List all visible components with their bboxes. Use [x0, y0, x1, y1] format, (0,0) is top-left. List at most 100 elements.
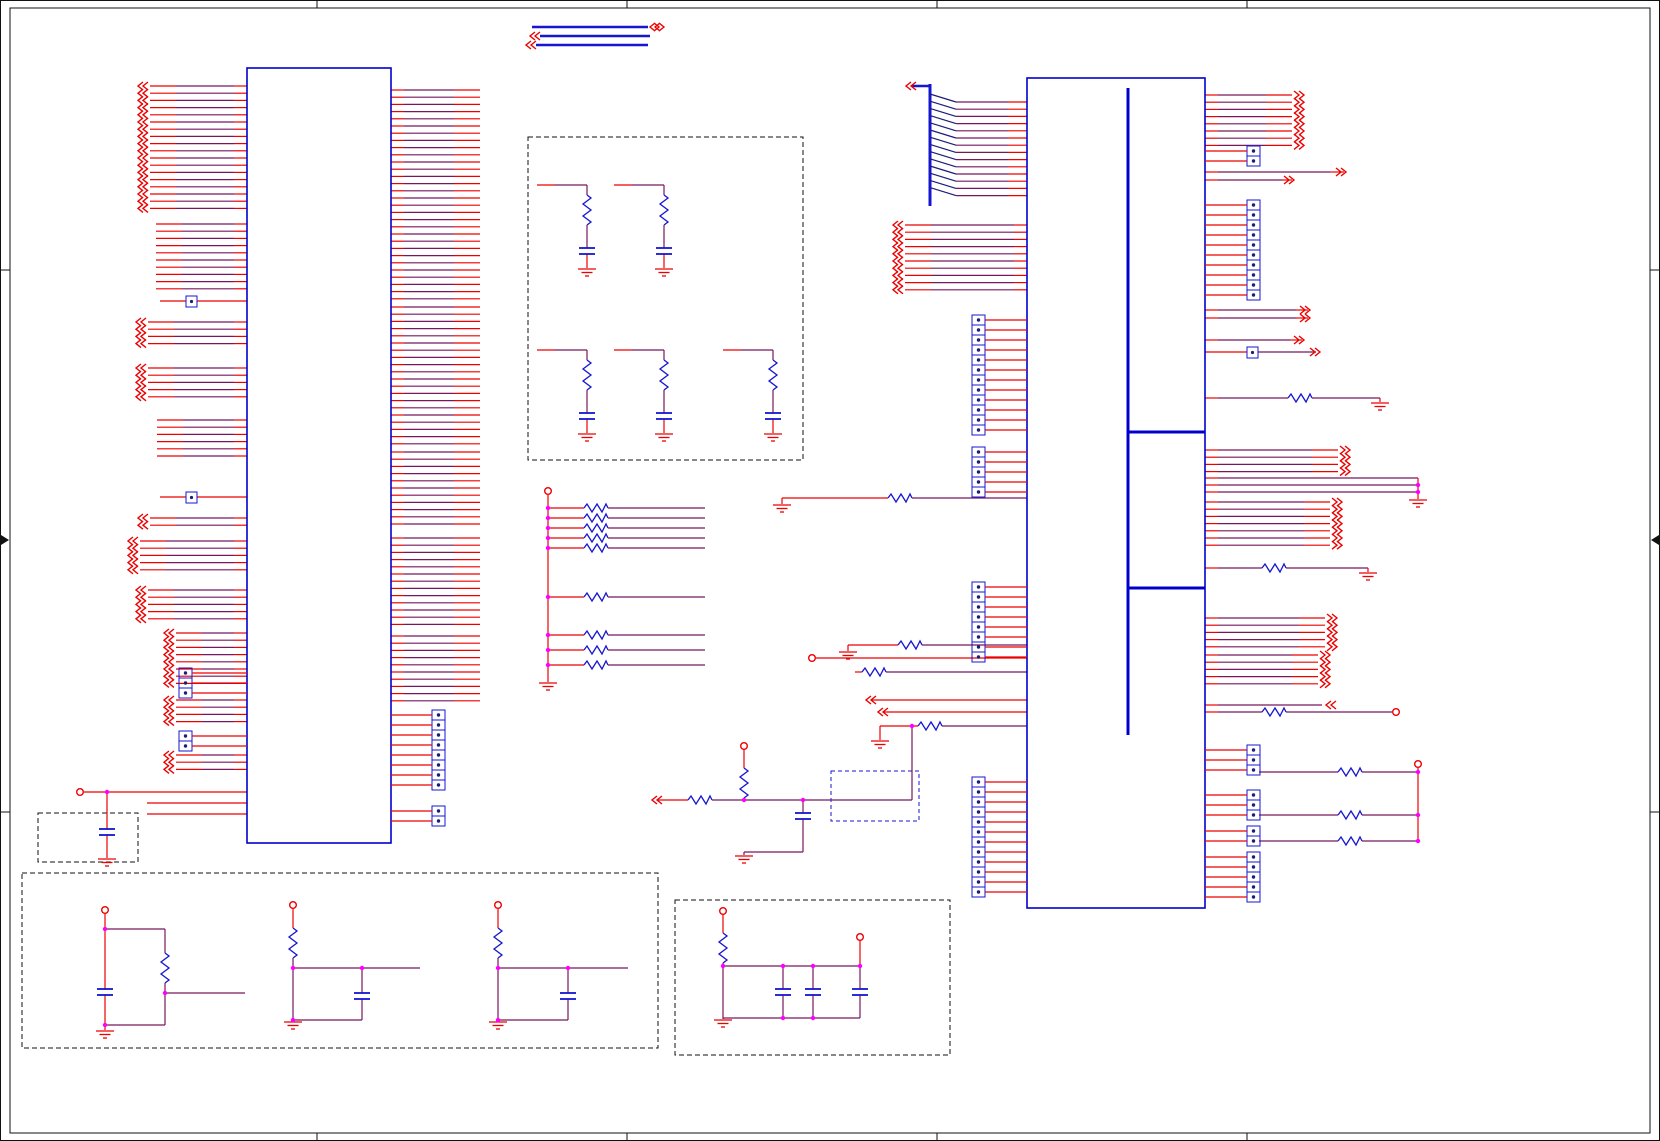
offpage-chevron-icon[interactable] — [891, 242, 899, 252]
offpage-chevron-icon[interactable] — [141, 160, 149, 170]
offpage-chevron-icon[interactable] — [141, 513, 149, 523]
offpage-chevron-icon[interactable] — [1331, 526, 1339, 536]
offpage-chevron-icon[interactable] — [134, 331, 142, 341]
resistor[interactable] — [583, 502, 609, 514]
offpage-chevron-icon[interactable] — [1324, 700, 1332, 710]
offpage-chevron-icon[interactable] — [141, 153, 149, 163]
resistor[interactable] — [581, 194, 593, 226]
offpage-chevron-icon[interactable] — [1298, 97, 1306, 107]
offpage-chevron-icon[interactable] — [1331, 635, 1339, 645]
resistor[interactable] — [583, 591, 609, 603]
offpage-chevron-icon[interactable] — [167, 717, 175, 727]
offpage-chevron-icon[interactable] — [134, 585, 142, 595]
resistor[interactable] — [1287, 392, 1313, 404]
offpage-chevron-icon[interactable] — [134, 363, 142, 373]
offpage-chevron-icon[interactable] — [141, 88, 149, 98]
offpage-chevron-icon[interactable] — [1293, 140, 1301, 150]
offpage-chevron-icon[interactable] — [1319, 679, 1327, 689]
offpage-chevron-icon[interactable] — [1339, 452, 1347, 462]
offpage-chevron-icon[interactable] — [1309, 347, 1317, 357]
offpage-chevron-icon[interactable] — [134, 607, 142, 617]
resistor[interactable] — [1261, 562, 1287, 574]
offpage-chevron-icon[interactable] — [162, 709, 170, 719]
offpage-chevron-icon[interactable] — [1329, 700, 1337, 710]
offpage-chevron-icon[interactable] — [141, 167, 149, 177]
offpage-chevron-icon[interactable] — [141, 189, 149, 199]
offpage-chevron-icon[interactable] — [891, 263, 899, 273]
offpage-chevron-icon[interactable] — [134, 392, 142, 402]
offpage-chevron-icon[interactable] — [1344, 445, 1352, 455]
offpage-chevron-icon[interactable] — [136, 124, 144, 134]
offpage-chevron-icon[interactable] — [1319, 657, 1327, 667]
offpage-chevron-icon[interactable] — [1324, 657, 1332, 667]
offpage-chevron-icon[interactable] — [1299, 305, 1307, 315]
resistor[interactable] — [583, 629, 609, 641]
resistor[interactable] — [583, 659, 609, 671]
offpage-chevron-icon[interactable] — [1331, 642, 1339, 652]
offpage-chevron-icon[interactable] — [1298, 140, 1306, 150]
offpage-chevron-icon[interactable] — [896, 285, 904, 295]
offpage-chevron-icon[interactable] — [136, 520, 144, 530]
resistor[interactable] — [583, 532, 609, 544]
offpage-chevron-icon[interactable] — [141, 103, 149, 113]
offpage-chevron-icon[interactable] — [139, 392, 147, 402]
offpage-chevron-icon[interactable] — [162, 671, 170, 681]
offpage-chevron-icon[interactable] — [896, 220, 904, 230]
offpage-chevron-icon[interactable] — [136, 95, 144, 105]
offpage-chevron-icon[interactable] — [162, 635, 170, 645]
offpage-chevron-icon[interactable] — [1293, 335, 1301, 345]
offpage-chevron-icon[interactable] — [896, 256, 904, 266]
offpage-chevron-icon[interactable] — [167, 764, 175, 774]
offpage-chevron-icon[interactable] — [139, 614, 147, 624]
offpage-chevron-icon[interactable] — [131, 550, 139, 560]
offpage-chevron-icon[interactable] — [1288, 175, 1296, 185]
offpage-chevron-icon[interactable] — [139, 339, 147, 349]
offpage-chevron-icon[interactable] — [136, 513, 144, 523]
offpage-chevron-icon[interactable] — [136, 81, 144, 91]
resistor[interactable] — [1337, 835, 1363, 847]
offpage-chevron-icon[interactable] — [896, 242, 904, 252]
offpage-chevron-icon[interactable] — [1319, 672, 1327, 682]
net-terminal[interactable] — [289, 901, 298, 910]
offpage-chevron-icon[interactable] — [653, 22, 661, 32]
offpage-chevron-icon[interactable] — [533, 31, 541, 41]
offpage-chevron-icon[interactable] — [136, 203, 144, 213]
offpage-chevron-icon[interactable] — [1336, 526, 1344, 536]
resistor[interactable] — [738, 767, 750, 799]
offpage-chevron-icon[interactable] — [167, 657, 175, 667]
net-terminal[interactable] — [494, 901, 503, 910]
resistor[interactable] — [583, 512, 609, 524]
offpage-chevron-icon[interactable] — [139, 599, 147, 609]
resistor[interactable] — [897, 639, 923, 651]
offpage-chevron-icon[interactable] — [1336, 497, 1344, 507]
net-terminal[interactable] — [75, 788, 84, 797]
offpage-chevron-icon[interactable] — [896, 263, 904, 273]
offpage-chevron-icon[interactable] — [1339, 445, 1347, 455]
net-terminal[interactable] — [856, 933, 865, 942]
offpage-chevron-icon[interactable] — [167, 709, 175, 719]
offpage-chevron-icon[interactable] — [896, 249, 904, 259]
offpage-chevron-icon[interactable] — [136, 146, 144, 156]
offpage-chevron-icon[interactable] — [1331, 540, 1339, 550]
offpage-chevron-icon[interactable] — [141, 124, 149, 134]
offpage-chevron-icon[interactable] — [126, 565, 134, 575]
offpage-chevron-icon[interactable] — [891, 227, 899, 237]
offpage-chevron-icon[interactable] — [167, 650, 175, 660]
offpage-chevron-icon[interactable] — [881, 707, 889, 717]
net-marker-box[interactable] — [185, 491, 198, 504]
offpage-chevron-icon[interactable] — [1298, 112, 1306, 122]
offpage-chevron-icon[interactable] — [1324, 664, 1332, 674]
offpage-chevron-icon[interactable] — [134, 317, 142, 327]
net-terminal[interactable] — [1391, 708, 1400, 717]
net-terminal[interactable] — [808, 654, 817, 663]
resistor[interactable] — [687, 794, 713, 806]
offpage-chevron-icon[interactable] — [139, 592, 147, 602]
offpage-chevron-icon[interactable] — [162, 695, 170, 705]
offpage-chevron-icon[interactable] — [167, 642, 175, 652]
resistor[interactable] — [581, 359, 593, 391]
offpage-chevron-icon[interactable] — [896, 270, 904, 280]
offpage-chevron-icon[interactable] — [126, 543, 134, 553]
offpage-chevron-icon[interactable] — [136, 175, 144, 185]
offpage-chevron-icon[interactable] — [162, 750, 170, 760]
offpage-chevron-icon[interactable] — [141, 203, 149, 213]
